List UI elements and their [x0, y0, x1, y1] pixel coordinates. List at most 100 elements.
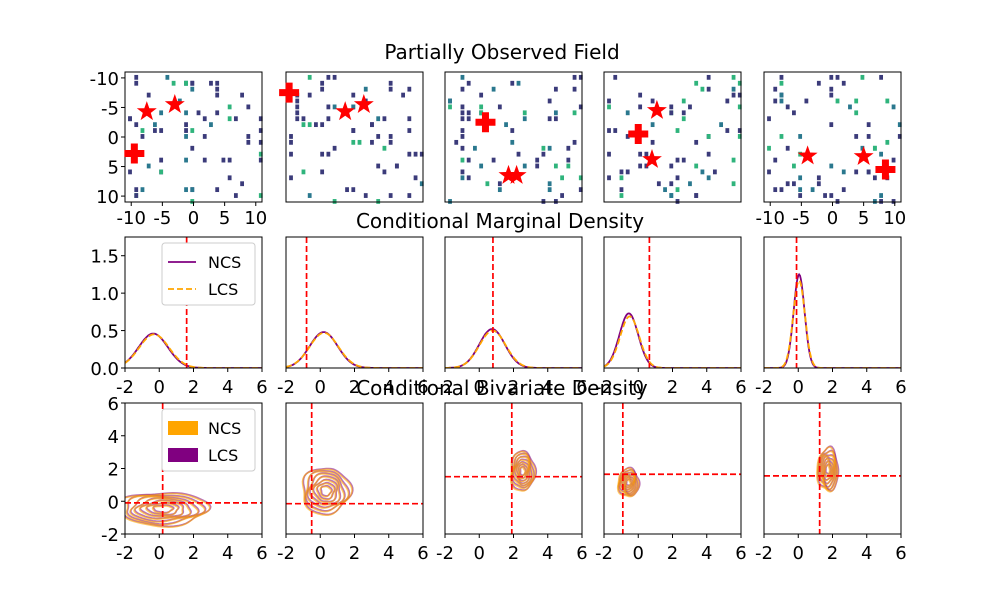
- observed-cell: [835, 98, 840, 104]
- observed-cell: [314, 122, 318, 128]
- observed-cell: [479, 110, 484, 116]
- lcs-density-line: [604, 315, 741, 368]
- panel-frame: [444, 236, 583, 369]
- observed-cell: [382, 169, 387, 175]
- observed-cell: [215, 187, 220, 193]
- y-tick-label: 10: [96, 187, 119, 208]
- observed-cell: [326, 116, 331, 122]
- observed-cell: [625, 110, 630, 116]
- ncs-contour: [517, 464, 528, 480]
- observed-cell: [613, 128, 618, 133]
- observed-cell: [706, 151, 711, 157]
- x-tick-label: 2: [188, 543, 199, 564]
- bivariate-density-panel: -2 0 2 4 6: [277, 402, 429, 564]
- observed-cell: [779, 92, 784, 98]
- observed-cell: [215, 110, 220, 116]
- observed-cell: [190, 145, 195, 151]
- x-tick-label: -2: [436, 377, 454, 398]
- observed-cell: [607, 104, 611, 110]
- observed-cell: [553, 163, 558, 169]
- y-tick-label: 0.0: [90, 359, 119, 380]
- observed-cell: [866, 122, 871, 128]
- observed-cell: [146, 163, 151, 169]
- observed-cell: [767, 116, 771, 122]
- observed-cell: [146, 92, 151, 98]
- observed-cell: [694, 139, 699, 145]
- x-tick-label: -2: [277, 377, 295, 398]
- observed-cell: [510, 80, 515, 86]
- observed-cell: [737, 128, 742, 133]
- observed-cell: [388, 80, 393, 86]
- observed-cell: [307, 122, 312, 128]
- observed-cell: [370, 139, 374, 145]
- x-tick-label: 10: [244, 208, 267, 229]
- observed-cell: [301, 169, 306, 175]
- y-tick-label: 0: [108, 492, 119, 513]
- observed-cell: [388, 193, 393, 198]
- observed-cell: [706, 74, 711, 80]
- panel-frame: [763, 236, 902, 369]
- panel-frame: [603, 71, 742, 203]
- ncs-contour: [145, 502, 179, 517]
- panel-frame: [603, 236, 742, 369]
- x-tick-label: 4: [542, 377, 553, 398]
- observed-cell: [134, 74, 139, 80]
- x-tick-label: -2: [116, 377, 134, 398]
- observed-cell: [638, 163, 643, 169]
- observed-cell: [578, 175, 583, 181]
- x-tick-label: -2: [595, 543, 613, 564]
- x-tick-label: 4: [222, 377, 233, 398]
- x-tick-label: 6: [256, 377, 267, 398]
- observed-cell: [227, 175, 232, 181]
- x-tick-label: 6: [417, 543, 428, 564]
- observed-cell: [295, 116, 300, 122]
- x-tick-label: 6: [576, 377, 587, 398]
- y-tick-label: 1.0: [90, 284, 119, 305]
- observed-cell: [848, 104, 852, 110]
- observed-cell: [184, 157, 188, 163]
- observed-cell: [669, 104, 674, 110]
- observed-cell: [872, 175, 877, 181]
- cross-marker-icon: [124, 143, 145, 164]
- observed-cell: [669, 110, 674, 116]
- x-tick-label: -2: [755, 543, 773, 564]
- observed-cell: [866, 169, 871, 175]
- row-title-bivariate-density: Conditional Bivariate Density: [356, 376, 648, 400]
- observed-cell: [460, 86, 465, 92]
- observed-field-panel: -10 -5 0 5 10: [756, 71, 906, 229]
- observed-cell: [258, 193, 263, 198]
- observed-cell: [829, 86, 834, 92]
- observed-cell: [351, 92, 356, 98]
- observed-cell: [816, 175, 821, 181]
- observed-cell: [165, 74, 170, 80]
- observed-cell: [301, 116, 306, 122]
- x-tick-label: 2: [349, 377, 360, 398]
- ncs-contour: [315, 482, 336, 501]
- observed-cell: [258, 139, 263, 145]
- observed-cell: [656, 181, 661, 187]
- observed-cell: [258, 128, 263, 133]
- observed-cell: [719, 122, 724, 128]
- ncs-contour: [821, 458, 834, 482]
- observed-cell: [885, 98, 890, 104]
- observed-cell: [289, 151, 293, 157]
- observed-cell: [258, 151, 263, 157]
- observed-cell: [289, 139, 293, 145]
- observed-cell: [307, 92, 312, 98]
- observed-cell: [497, 187, 502, 193]
- observed-cell: [227, 104, 232, 110]
- ncs-contour: [820, 456, 835, 486]
- y-tick-label: 6: [108, 394, 119, 415]
- observed-cell: [320, 80, 325, 86]
- observed-cell: [479, 104, 484, 110]
- observed-cell: [351, 139, 356, 145]
- star-marker-icon: [646, 99, 667, 119]
- ncs-contour: [311, 479, 338, 504]
- observed-cell: [307, 74, 312, 80]
- observed-cell: [460, 134, 465, 139]
- observed-cell: [177, 98, 182, 104]
- ncs-contour: [125, 495, 206, 526]
- observed-cell: [553, 110, 558, 116]
- observed-cell: [607, 151, 611, 157]
- observed-cell: [522, 116, 527, 122]
